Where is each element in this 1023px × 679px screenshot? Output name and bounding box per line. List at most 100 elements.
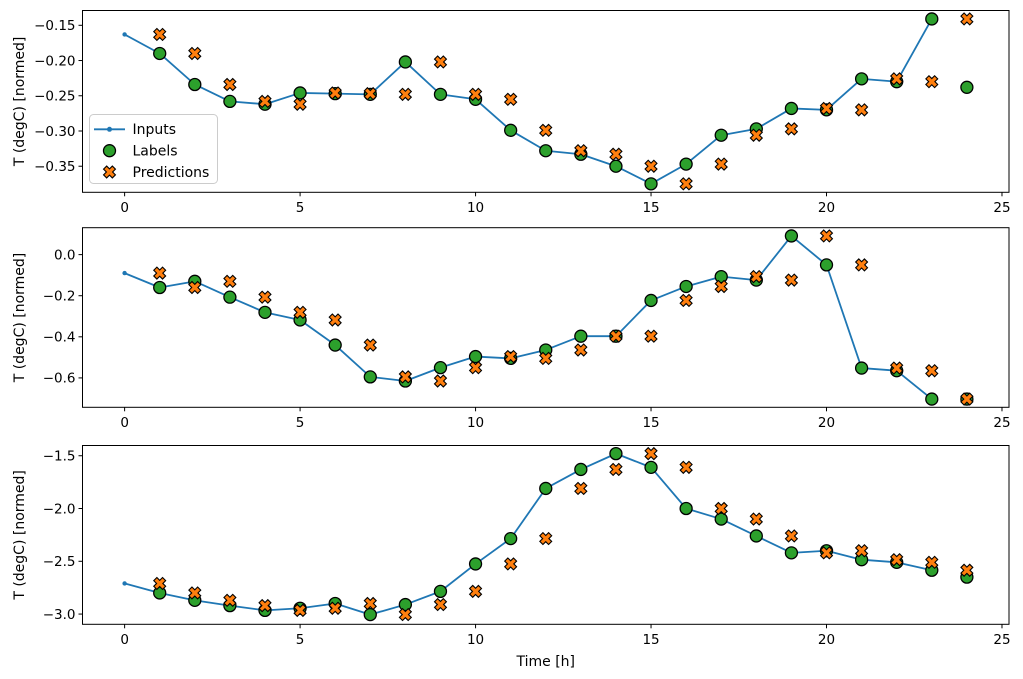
label-circle-marker xyxy=(960,80,974,94)
label-circle-marker xyxy=(784,101,799,116)
x-tick-label: 25 xyxy=(993,415,1010,431)
prediction-x-marker xyxy=(468,584,483,599)
prediction-x-marker xyxy=(889,552,904,567)
label-circle-marker xyxy=(644,293,658,308)
prediction-x-marker xyxy=(644,446,658,461)
prediction-x-marker xyxy=(819,101,834,116)
prediction-x-marker xyxy=(679,460,693,475)
label-circle-marker xyxy=(784,229,799,243)
legend-item-label: Predictions xyxy=(133,165,210,181)
label-circle-marker xyxy=(854,72,869,86)
predictions-markers xyxy=(152,229,974,406)
prediction-x-marker xyxy=(784,273,799,287)
prediction-x-marker xyxy=(574,481,588,496)
legend-line-dot-icon xyxy=(107,126,112,132)
prediction-x-marker xyxy=(714,279,728,294)
legend-item-inputs: Inputs xyxy=(94,122,176,138)
inputs-dot-marker xyxy=(122,32,127,37)
x-tick-label: 5 xyxy=(296,632,305,648)
prediction-x-marker xyxy=(609,147,623,161)
label-circle-marker xyxy=(363,370,377,384)
prediction-x-marker xyxy=(609,462,623,477)
prediction-x-marker xyxy=(749,128,764,142)
label-circle-marker xyxy=(539,144,553,158)
prediction-x-marker xyxy=(188,280,202,295)
prediction-x-marker xyxy=(433,597,448,612)
label-circle-marker xyxy=(504,123,518,137)
prediction-x-marker xyxy=(152,27,167,42)
y-axis-ticks: −1.5 −2.0 −2.5 −3.0 xyxy=(43,449,83,623)
prediction-x-marker xyxy=(152,266,167,280)
x-axis-ticks: 0 5 10 15 20 25 xyxy=(120,192,1011,216)
y-tick-label: 0.0 xyxy=(54,247,75,263)
label-circle-marker xyxy=(784,546,799,560)
prediction-x-marker xyxy=(328,86,342,100)
label-circle-marker xyxy=(433,87,448,101)
label-circle-marker xyxy=(293,86,307,100)
prediction-x-marker xyxy=(258,94,272,109)
x-tick-label: 15 xyxy=(642,200,659,216)
legend: Inputs Labels Predictions xyxy=(89,114,218,184)
legend-item-labels: Labels xyxy=(102,144,178,160)
label-circle-marker xyxy=(714,512,728,526)
x-tick-label: 20 xyxy=(818,632,835,648)
x-tick-label: 20 xyxy=(818,415,835,431)
prediction-x-marker xyxy=(258,290,272,304)
prediction-x-marker xyxy=(433,374,448,388)
prediction-x-marker xyxy=(468,360,483,375)
prediction-x-marker xyxy=(960,12,974,26)
prediction-x-marker xyxy=(889,361,904,375)
axes-frame xyxy=(82,227,1010,408)
legend-item-predictions: Predictions xyxy=(102,165,210,181)
prediction-x-marker xyxy=(293,97,307,111)
x-tick-label: 25 xyxy=(993,200,1010,216)
prediction-x-marker xyxy=(503,92,518,107)
prediction-x-marker xyxy=(503,349,518,364)
label-circle-marker xyxy=(679,157,693,171)
y-axis-label: T (degC) [normed] xyxy=(12,253,28,384)
prediction-x-marker xyxy=(854,103,869,117)
label-circle-marker xyxy=(574,329,588,343)
x-tick-label: 15 xyxy=(642,632,659,648)
prediction-x-marker xyxy=(960,563,974,577)
inputs-dot-marker xyxy=(122,270,127,276)
prediction-x-marker xyxy=(644,159,658,173)
y-tick-label: −0.4 xyxy=(43,330,76,346)
label-circle-marker xyxy=(819,258,834,272)
y-tick-label: −0.30 xyxy=(34,124,75,140)
prediction-x-marker xyxy=(503,557,518,571)
label-circle-marker xyxy=(468,349,483,364)
x-tick-label: 25 xyxy=(993,632,1010,648)
label-circle-marker xyxy=(854,361,869,375)
y-tick-label: −2.5 xyxy=(43,554,76,570)
x-tick-label: 5 xyxy=(296,415,305,431)
x-tick-label: 5 xyxy=(296,200,305,216)
prediction-x-marker xyxy=(293,603,307,618)
label-circle-marker xyxy=(433,360,448,375)
legend-circle-icon xyxy=(102,144,117,158)
prediction-x-marker xyxy=(539,531,553,546)
y-axis-label: T (degC) [normed] xyxy=(12,470,28,601)
label-circle-marker xyxy=(223,94,237,109)
prediction-x-marker xyxy=(328,601,342,615)
prediction-x-marker xyxy=(363,338,377,352)
x-tick-label: 0 xyxy=(120,200,129,216)
label-circle-marker xyxy=(398,597,413,612)
prediction-x-marker xyxy=(539,351,553,366)
label-circle-marker xyxy=(714,128,728,142)
y-tick-label: −0.20 xyxy=(34,53,75,69)
label-circle-marker xyxy=(468,557,483,571)
label-circle-marker xyxy=(328,338,342,352)
label-circle-marker xyxy=(679,501,693,516)
prediction-x-marker xyxy=(433,55,448,69)
label-circle-marker xyxy=(609,446,623,461)
x-tick-label: 10 xyxy=(467,415,484,431)
legend-x-icon xyxy=(102,165,117,179)
axes-frame xyxy=(82,10,1010,193)
label-circle-marker xyxy=(153,46,167,61)
subplot-bottom: 0 5 10 15 20 25 −1.5 −2.0 −2.5 −3.0 T (degC) [norm… xyxy=(12,445,1011,670)
label-circle-marker xyxy=(644,177,658,191)
y-axis-ticks: 0.0 −0.2 −0.4 −0.6 xyxy=(43,247,83,387)
label-circle-marker xyxy=(398,55,413,69)
